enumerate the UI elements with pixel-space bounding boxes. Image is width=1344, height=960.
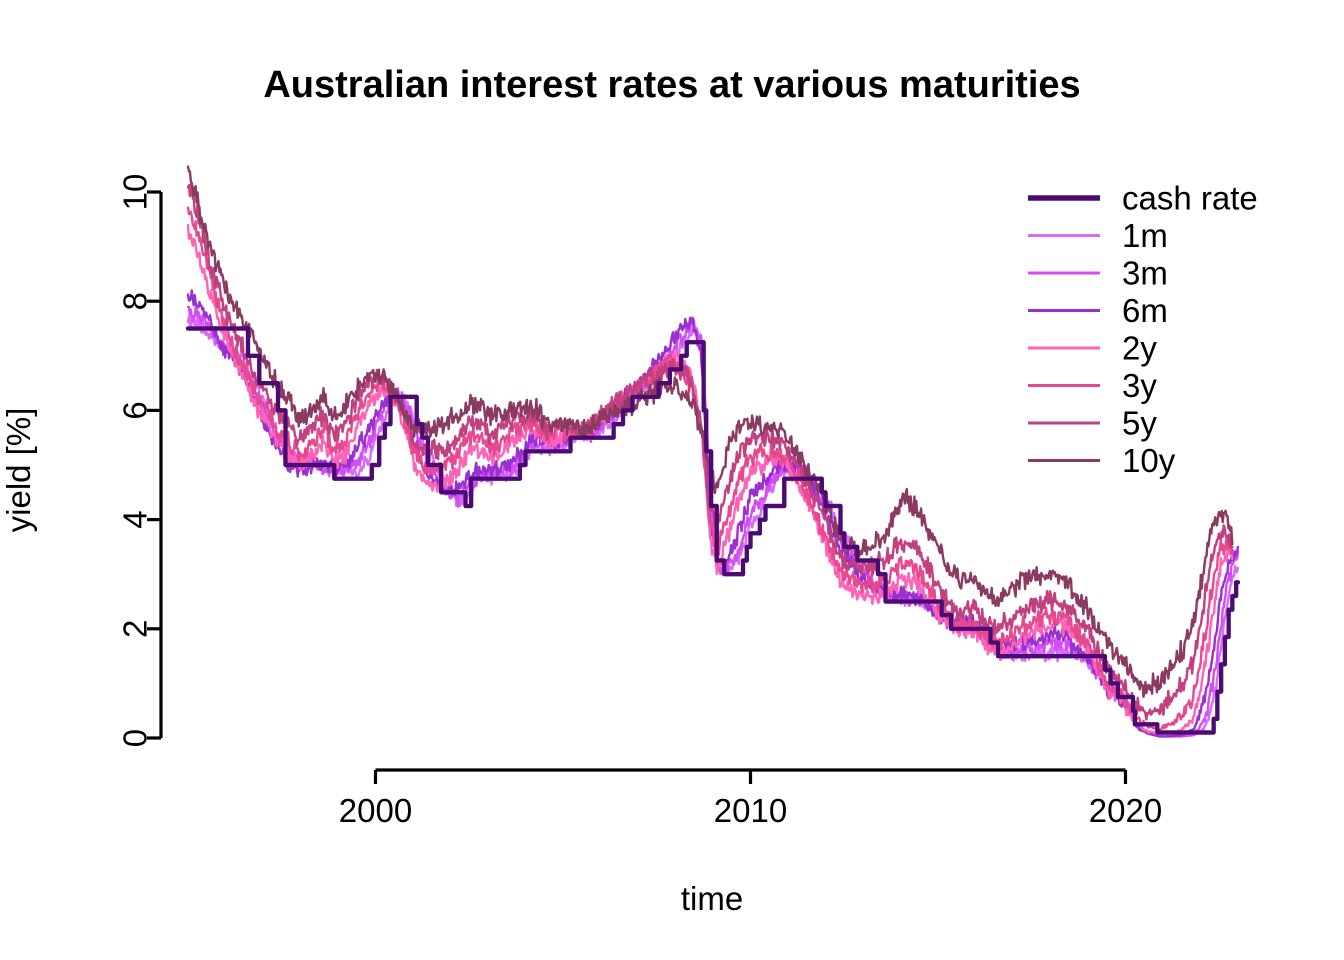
series-line-cash-rate-front (185, 326, 1241, 735)
y-tick-label: 10 (117, 174, 154, 211)
x-tick-label: 2020 (1089, 792, 1162, 829)
legend-label: 3y (1122, 367, 1157, 404)
legend-label: cash rate (1122, 180, 1258, 217)
legend-label: 3m (1122, 255, 1168, 292)
y-tick-label: 0 (117, 729, 154, 747)
x-tick-label: 2000 (339, 792, 412, 829)
x-tick-label: 2010 (714, 792, 787, 829)
legend-label: 5y (1122, 405, 1157, 442)
legend-item-6m[interactable]: 6m (1028, 292, 1168, 329)
legend-item-2y[interactable]: 2y (1028, 330, 1157, 367)
y-tick-label: 8 (117, 292, 154, 310)
x-axis: 2000 2010 2020 (339, 768, 1162, 829)
page-title: Australian interest rates at various mat… (263, 64, 1080, 106)
y-axis-label: yield [%] (0, 408, 37, 533)
legend-label: 6m (1122, 292, 1168, 329)
legend-item-cash-rate[interactable]: cash rate (1028, 180, 1258, 217)
legend-label: 1m (1122, 217, 1168, 254)
legend-item-5y[interactable]: 5y (1028, 405, 1157, 442)
x-axis-label: time (681, 880, 743, 917)
legend-item-3y[interactable]: 3y (1028, 367, 1157, 404)
y-tick-label: 2 (117, 620, 154, 638)
data-series-group (185, 165, 1241, 738)
y-axis: 0 2 4 6 8 10 (117, 174, 163, 747)
y-tick-label: 6 (117, 401, 154, 419)
legend-label: 2y (1122, 330, 1157, 367)
legend-item-1m[interactable]: 1m (1028, 217, 1168, 254)
series-line-3y (186, 206, 1234, 732)
legend-item-10y[interactable]: 10y (1028, 442, 1176, 479)
y-tick-label: 4 (117, 510, 154, 528)
legend-item-3m[interactable]: 3m (1028, 255, 1168, 292)
legend-label: 10y (1122, 442, 1176, 479)
